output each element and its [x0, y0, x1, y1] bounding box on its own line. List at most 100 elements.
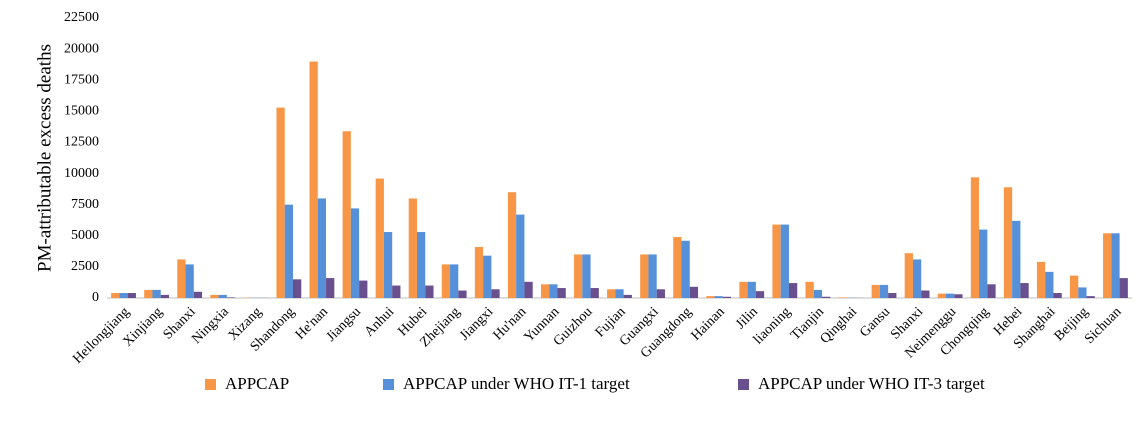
bar [185, 264, 194, 298]
bar [309, 61, 318, 298]
bar [491, 289, 500, 298]
bar [937, 293, 947, 298]
bar [127, 293, 136, 298]
y-tick-label: 10000 [64, 166, 99, 181]
bar [615, 289, 624, 298]
bar [739, 281, 748, 298]
bar [574, 254, 583, 298]
legend-label: APPCAP under WHO IT-3 target [758, 374, 985, 393]
x-tick-label: liaoning [751, 304, 794, 347]
legend-label: APPCAP under WHO IT-1 target [403, 374, 630, 393]
bar [1012, 220, 1021, 298]
bar [507, 192, 517, 298]
bar [1036, 261, 1046, 298]
legend-swatch [738, 379, 749, 390]
x-tick-label: Jiangsu [324, 304, 364, 344]
bar [383, 232, 393, 298]
y-tick-label: 12500 [64, 135, 99, 150]
y-tick-label: 2500 [71, 259, 99, 274]
bar [226, 297, 236, 298]
bar [673, 237, 682, 298]
y-tick-label: 0 [92, 290, 99, 305]
bar [780, 224, 789, 298]
bar [706, 296, 715, 298]
bar [813, 289, 823, 298]
bar [441, 264, 451, 298]
bar [284, 204, 293, 298]
legend-label: APPCAP [225, 374, 289, 393]
bar [160, 294, 169, 298]
bar [111, 293, 120, 298]
bar [1103, 233, 1112, 298]
bar [623, 294, 632, 298]
bar [342, 131, 351, 298]
bar [152, 289, 161, 298]
y-axis-title: PM-attributable excess deaths [34, 44, 55, 272]
bar [946, 293, 955, 298]
bar [524, 281, 533, 298]
bar [970, 177, 980, 298]
bar [747, 281, 756, 298]
bar [805, 281, 814, 298]
bar [1078, 287, 1087, 298]
bar [392, 285, 401, 298]
bar [557, 288, 566, 298]
bar [375, 178, 384, 298]
bar [722, 296, 732, 298]
bar [888, 293, 897, 298]
bar [483, 255, 492, 298]
bar [549, 284, 558, 298]
x-tick-label: Qinghai [818, 304, 861, 347]
bar [714, 296, 723, 298]
bar [276, 107, 285, 298]
bar [640, 254, 649, 298]
bar [681, 240, 690, 298]
bar [1053, 293, 1062, 298]
legend-swatch [205, 379, 216, 390]
x-tick-label: Jiangxi [457, 304, 496, 343]
bar [350, 208, 360, 298]
bar [879, 284, 889, 298]
bar [458, 290, 467, 298]
bar [1111, 233, 1120, 298]
bar [987, 284, 996, 298]
bar [772, 224, 781, 298]
y-tick-label: 17500 [64, 72, 99, 87]
bar [516, 214, 525, 298]
bar [871, 284, 880, 298]
bar [326, 278, 335, 298]
y-tick-label: 15000 [64, 104, 99, 119]
bar [359, 280, 368, 298]
bar [144, 289, 153, 298]
bar [193, 291, 203, 298]
bar [1119, 278, 1128, 298]
x-tick-label: Sichuan [1082, 304, 1125, 347]
bar [1045, 271, 1054, 298]
bar [408, 198, 417, 298]
y-tick-label: 22500 [64, 10, 99, 25]
bar [822, 296, 831, 298]
bar [689, 286, 699, 298]
bar [648, 254, 657, 298]
bar [755, 291, 765, 298]
bar [590, 288, 599, 298]
bar [177, 259, 186, 298]
bar [210, 294, 219, 298]
bar [425, 285, 434, 298]
bar [540, 284, 550, 298]
bar [218, 294, 227, 298]
bar [838, 297, 847, 298]
bar [582, 254, 591, 298]
bar [292, 279, 302, 298]
bar [1020, 283, 1029, 298]
y-tick-label: 7500 [71, 197, 99, 212]
x-tick-label: Jilin [733, 304, 761, 332]
bar [416, 232, 426, 298]
bar [450, 264, 459, 298]
bar [1086, 296, 1095, 298]
bar [979, 229, 988, 298]
bar [474, 246, 484, 298]
bar [904, 253, 913, 298]
x-tick-label: Ningxia [189, 304, 232, 347]
